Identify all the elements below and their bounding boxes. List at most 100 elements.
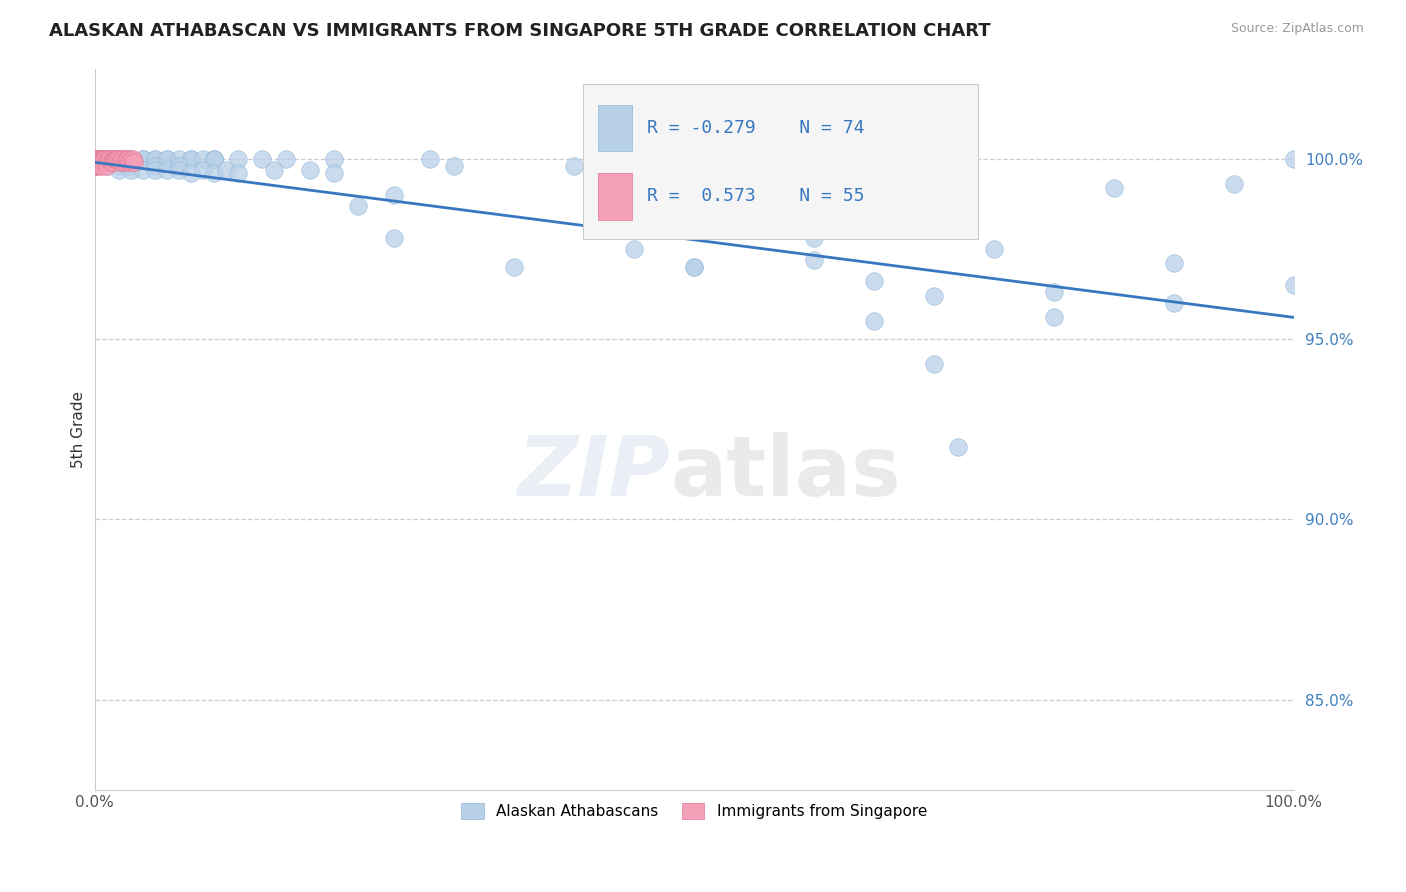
Point [204, 166, 226, 180]
Point [90, 152, 112, 166]
Point [803, 252, 825, 267]
Point [96, 152, 118, 166]
Point [103, 152, 125, 166]
Point [1043, 310, 1066, 325]
Point [382, 231, 405, 245]
Point [83, 152, 105, 166]
Text: R =  0.573    N = 55: R = 0.573 N = 55 [647, 187, 865, 205]
Legend: Alaskan Athabascans, Immigrants from Singapore: Alaskan Athabascans, Immigrants from Sin… [456, 797, 934, 826]
Point [131, 152, 153, 166]
Text: ZIP: ZIP [517, 432, 671, 513]
Point [1282, 277, 1305, 292]
Point [115, 152, 138, 166]
Point [104, 152, 127, 166]
Point [1163, 296, 1185, 310]
Point [93, 152, 115, 166]
Point [83, 155, 105, 169]
Point [96, 152, 118, 166]
Point [83, 152, 105, 166]
Point [107, 152, 129, 166]
Point [96, 159, 118, 173]
Point [87, 155, 110, 169]
Point [299, 162, 322, 177]
Point [179, 166, 201, 180]
Point [96, 155, 118, 169]
Point [83, 152, 105, 166]
Point [215, 162, 238, 177]
Point [1102, 180, 1125, 194]
Point [382, 187, 405, 202]
Point [118, 155, 141, 169]
Point [121, 155, 143, 169]
Point [252, 152, 274, 166]
Point [90, 155, 112, 169]
Point [742, 166, 765, 180]
Point [83, 152, 105, 166]
Point [96, 159, 118, 173]
Point [863, 314, 886, 328]
Point [562, 159, 585, 173]
Point [90, 152, 112, 166]
Point [117, 152, 139, 166]
Point [120, 152, 142, 166]
Point [228, 152, 250, 166]
Point [228, 166, 250, 180]
Point [191, 152, 214, 166]
Text: Source: ZipAtlas.com: Source: ZipAtlas.com [1230, 22, 1364, 36]
Point [863, 274, 886, 288]
Point [191, 162, 214, 177]
Point [96, 152, 118, 166]
Point [83, 155, 105, 169]
Point [922, 289, 945, 303]
Text: ALASKAN ATHABASCAN VS IMMIGRANTS FROM SINGAPORE 5TH GRADE CORRELATION CHART: ALASKAN ATHABASCAN VS IMMIGRANTS FROM SI… [49, 22, 991, 40]
Point [803, 231, 825, 245]
Point [1163, 256, 1185, 270]
Text: R = -0.279    N = 74: R = -0.279 N = 74 [647, 119, 865, 136]
Point [91, 155, 114, 169]
Point [105, 152, 128, 166]
Point [120, 152, 142, 166]
Point [347, 198, 370, 212]
Point [179, 152, 201, 166]
Point [89, 152, 111, 166]
Point [111, 155, 134, 169]
FancyBboxPatch shape [598, 104, 631, 152]
Point [155, 152, 177, 166]
Point [263, 162, 285, 177]
Point [94, 152, 117, 166]
Point [107, 152, 129, 166]
Point [114, 152, 136, 166]
Point [107, 152, 129, 166]
Point [107, 152, 129, 166]
Point [83, 152, 105, 166]
Point [83, 155, 105, 169]
Point [143, 152, 166, 166]
Point [131, 152, 153, 166]
Point [179, 152, 201, 166]
Point [204, 152, 226, 166]
Point [167, 162, 190, 177]
Point [167, 152, 190, 166]
Point [101, 152, 124, 166]
Point [683, 260, 706, 274]
Point [83, 152, 105, 166]
Point [143, 159, 166, 173]
Point [131, 162, 153, 177]
FancyBboxPatch shape [582, 85, 979, 239]
Point [114, 155, 136, 169]
Point [946, 440, 969, 454]
Point [143, 162, 166, 177]
Point [983, 242, 1005, 256]
Point [83, 159, 105, 173]
Point [107, 159, 129, 173]
Point [323, 166, 346, 180]
FancyBboxPatch shape [598, 173, 631, 220]
Point [86, 155, 108, 169]
Point [1223, 177, 1246, 191]
Point [87, 152, 110, 166]
Point [122, 155, 145, 169]
Point [323, 152, 346, 166]
Point [97, 152, 120, 166]
Point [100, 155, 122, 169]
Point [1282, 152, 1305, 166]
